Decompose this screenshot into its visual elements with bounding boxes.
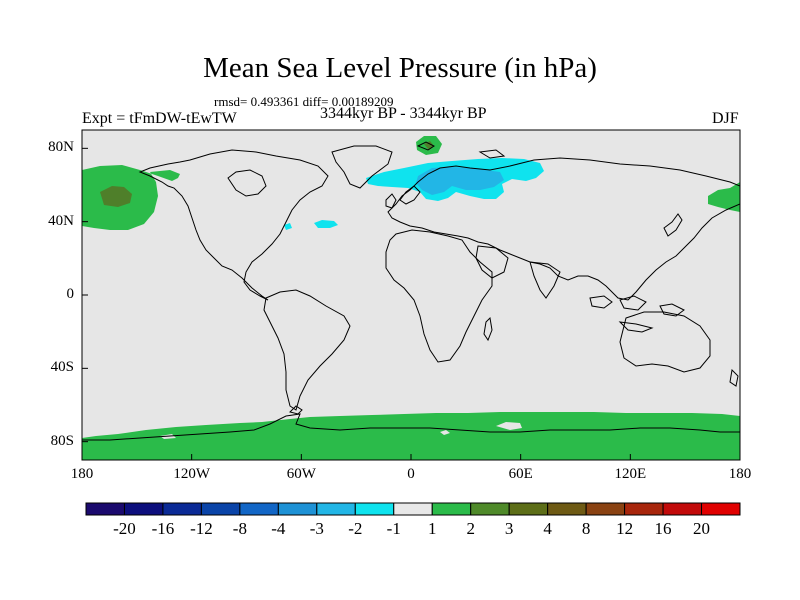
colorbar-label: -3	[309, 519, 324, 538]
colorbar-box	[470, 502, 510, 516]
colorbar-box	[585, 502, 626, 516]
colorbar-box	[162, 502, 202, 516]
colorbar-box	[431, 502, 472, 516]
east-edge-anomaly	[708, 182, 740, 212]
coastlines	[82, 141, 740, 441]
colorbar-label: 2	[466, 519, 475, 538]
lon-label: 120E	[614, 466, 647, 482]
stats-text: rmsd= 0.493361 diff= 0.00189209	[214, 94, 394, 109]
colorbar-label: -1	[386, 519, 401, 538]
colorbar-box	[547, 502, 587, 516]
antarctic-gap	[496, 422, 522, 430]
lon-label: 60W	[286, 466, 316, 482]
lat-label: 0	[66, 286, 75, 302]
colorbar-box	[662, 502, 703, 516]
colorbar-label: -12	[190, 519, 213, 538]
colorbar-box	[85, 502, 125, 516]
north-europe-anomaly-core	[416, 167, 504, 195]
lon-label: 0	[407, 466, 415, 482]
colorbar-label: 8	[581, 519, 591, 538]
lon-label: 120W	[173, 466, 210, 482]
colorbar-box	[123, 502, 164, 516]
lat-label: 80S	[50, 432, 74, 449]
colorbar-label: -4	[271, 519, 286, 538]
colorbar-label: 4	[543, 519, 552, 538]
season-label: DJF	[712, 110, 739, 127]
lon-label: 180	[70, 466, 94, 482]
atlantic-anomaly-spot	[314, 220, 338, 228]
lat-label: 80N	[48, 139, 74, 156]
colorbar-box	[393, 502, 433, 516]
colorbar-box	[200, 502, 241, 516]
colorbar-label: -8	[232, 519, 247, 538]
colorbar-label: -16	[151, 519, 175, 538]
colorbar-box	[508, 502, 549, 516]
colorbar-box	[624, 502, 664, 516]
lon-label: 180	[728, 466, 752, 482]
colorbar-label: -2	[348, 519, 363, 538]
lon-label: 60E	[508, 466, 533, 482]
colorbar-label: 1	[427, 519, 437, 538]
lat-label: 40S	[50, 359, 74, 376]
colorbar-label: 12	[616, 519, 634, 538]
colorbar-box	[239, 502, 279, 516]
colorbar-box	[316, 502, 356, 516]
colorbar-label: 20	[693, 519, 711, 538]
antarctic-gap	[440, 430, 450, 435]
colorbar-box	[277, 502, 318, 516]
atlantic-anomaly-spot	[284, 223, 292, 230]
lat-label: 40N	[48, 212, 74, 229]
period-label: 3344kyr BP - 3344kyr BP	[320, 105, 487, 122]
colorbar-box	[701, 502, 741, 516]
north-pacific-anomaly-core	[100, 186, 132, 207]
lat-ticks	[82, 147, 88, 443]
colorbar-label: 3	[504, 519, 514, 538]
colorbar-label: -20	[113, 519, 136, 538]
antarctic-anomaly	[82, 412, 740, 460]
lon-ticks	[81, 454, 741, 460]
colorbar-label: 16	[654, 519, 672, 538]
colorbar-box	[354, 502, 395, 516]
plot-title: Mean Sea Level Pressure (in hPa)	[203, 52, 597, 84]
experiment-label: Expt = tFmDW-tEwTW	[82, 110, 237, 127]
